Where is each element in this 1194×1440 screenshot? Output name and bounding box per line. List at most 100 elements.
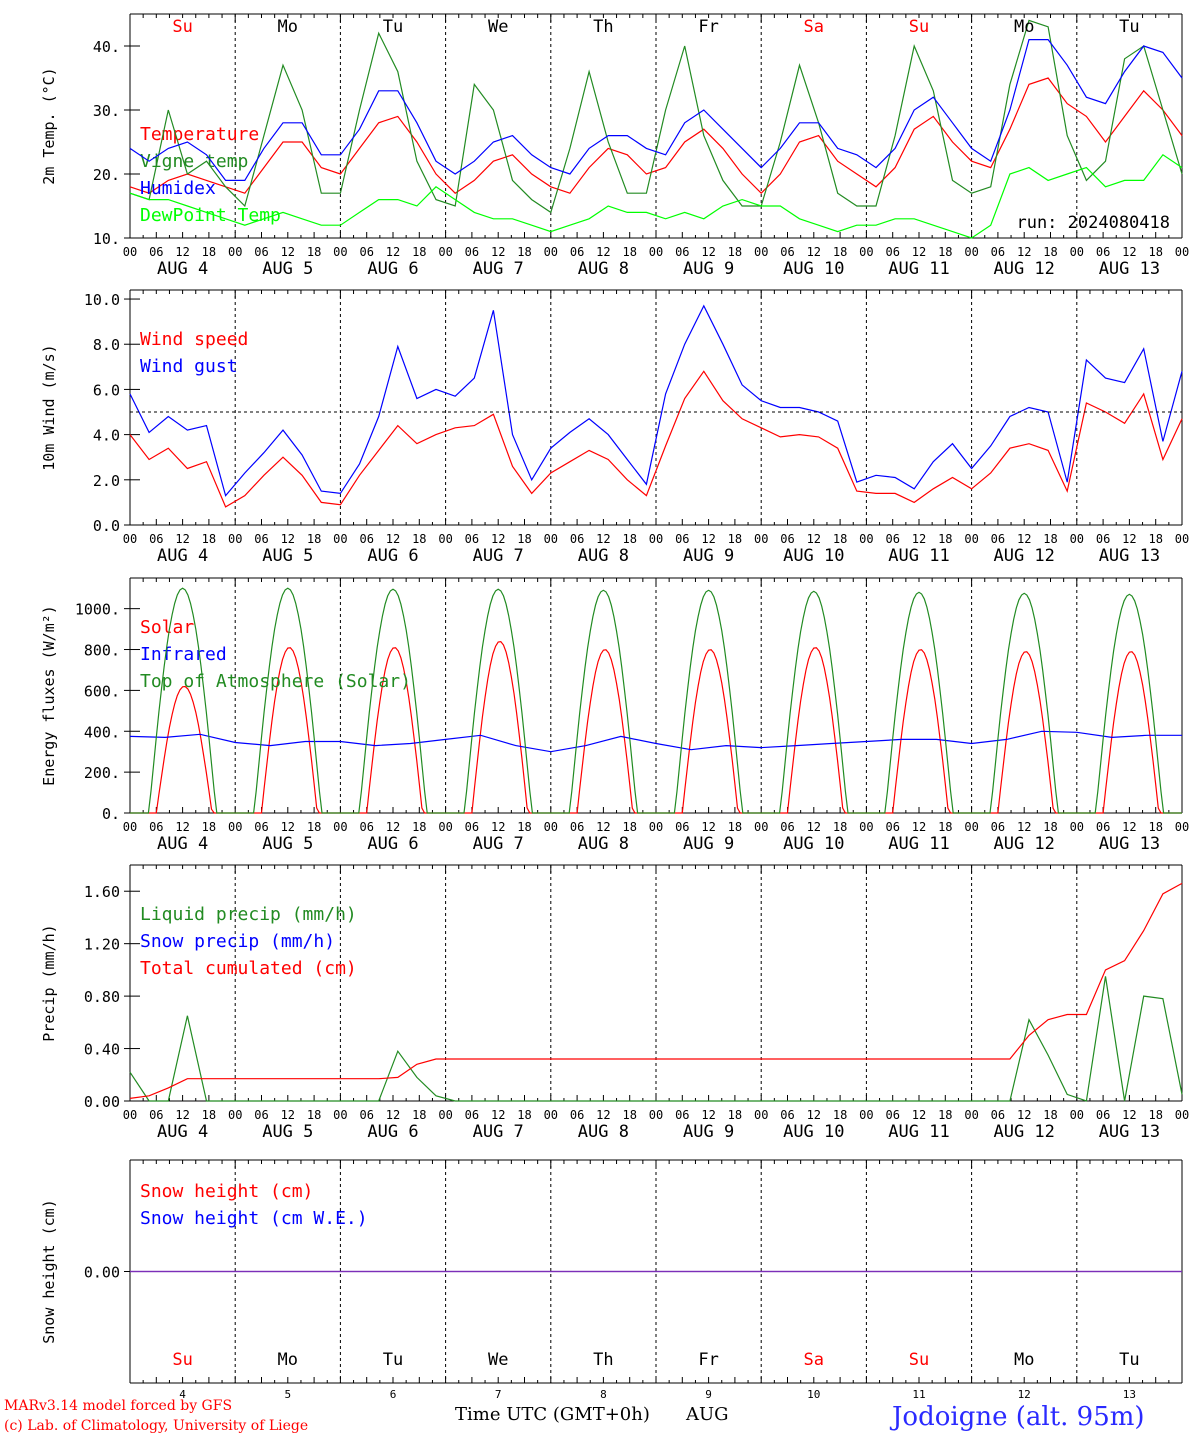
hour-tick-label: 12	[1017, 245, 1031, 259]
hour-tick-label: 18	[1148, 820, 1162, 834]
hour-tick-label: 18	[622, 532, 636, 546]
hour-tick-label: 06	[780, 1108, 794, 1122]
hour-tick-label: 12	[281, 245, 295, 259]
hour-tick-label: 18	[1043, 820, 1057, 834]
hour-tick-label: 06	[780, 532, 794, 546]
hour-tick-label: 06	[570, 1108, 584, 1122]
day-label: AUG 6	[367, 546, 418, 566]
weekday-label-top: Th	[593, 17, 613, 37]
hour-tick-label: 12	[175, 532, 189, 546]
hour-tick-label: 00	[1070, 1108, 1084, 1122]
hour-tick-label: 12	[596, 820, 610, 834]
legend-entry: Top of Atmosphere (Solar)	[140, 671, 411, 692]
hour-tick-label: 00	[754, 820, 768, 834]
hour-tick-label: 12	[386, 820, 400, 834]
hour-tick-label: 00	[544, 820, 558, 834]
hour-tick-label: 12	[175, 820, 189, 834]
legend-entry: Solar	[140, 617, 194, 638]
day-label: AUG 5	[262, 259, 313, 279]
hour-tick-label: 12	[491, 245, 505, 259]
hour-tick-label: 00	[649, 1108, 663, 1122]
hour-tick-label: 00	[123, 1108, 137, 1122]
hour-tick-label: 00	[333, 245, 347, 259]
hour-tick-label: 18	[517, 1108, 531, 1122]
weekday-label-top: Tu	[383, 17, 403, 37]
hour-tick-label: 06	[254, 820, 268, 834]
hour-tick-label: 18	[622, 820, 636, 834]
hour-tick-label: 06	[885, 532, 899, 546]
panel-2: 0.0 2.0 4.0 6.0 8.0 10.0 10m Wind (m/s) 00 06 12 1…	[40, 289, 1189, 566]
day-label: AUG 6	[367, 259, 418, 279]
weekday-label-bottom: Th	[593, 1350, 613, 1370]
hour-tick-label: 12	[701, 1108, 715, 1122]
time-axis-label: Time UTC (GMT+0h)	[455, 1404, 650, 1425]
hour-tick-label: 00	[123, 532, 137, 546]
y-tick-label: 600.	[84, 682, 120, 700]
hour-tick-label: 06	[675, 820, 689, 834]
hour-tick-label: 06	[570, 245, 584, 259]
hour-tick-label: 06	[991, 532, 1005, 546]
day-number-label: 4	[179, 1388, 186, 1401]
y-tick-label: 30.	[93, 102, 120, 120]
hour-tick-label: 06	[1096, 245, 1110, 259]
day-label: AUG 10	[783, 546, 844, 566]
hour-tick-label: 18	[1148, 1108, 1162, 1122]
hour-tick-label: 06	[675, 1108, 689, 1122]
hour-tick-label: 12	[807, 245, 821, 259]
day-label: AUG 11	[888, 1122, 949, 1142]
hour-tick-label: 06	[254, 532, 268, 546]
hour-tick-label: 06	[465, 245, 479, 259]
day-number-label: 9	[705, 1388, 712, 1401]
weekday-label-bottom: Mo	[1014, 1350, 1034, 1370]
hour-tick-label: 12	[807, 820, 821, 834]
hour-tick-label: 18	[307, 532, 321, 546]
hour-tick-label: 00	[544, 532, 558, 546]
hour-tick-label: 12	[596, 245, 610, 259]
hour-tick-label: 12	[912, 1108, 926, 1122]
hour-tick-label: 18	[728, 245, 742, 259]
hour-tick-label: 06	[149, 820, 163, 834]
weekday-label-top: Mo	[1014, 17, 1034, 37]
hour-tick-label: 12	[175, 1108, 189, 1122]
legend-entry: Snow height (cm)	[140, 1181, 313, 1202]
weekday-label-top: Fr	[698, 17, 718, 37]
weekday-label-bottom: Sa	[804, 1350, 824, 1370]
hour-tick-label: 00	[859, 1108, 873, 1122]
day-label: AUG 9	[683, 1122, 734, 1142]
day-label: AUG 13	[1099, 546, 1160, 566]
day-label: AUG 9	[683, 834, 734, 854]
legend-entry: Infrared	[140, 644, 227, 665]
hour-tick-label: 06	[675, 245, 689, 259]
hour-tick-label: 06	[149, 245, 163, 259]
weekday-label-bottom: Tu	[383, 1350, 403, 1370]
day-label: AUG 13	[1099, 834, 1160, 854]
hour-tick-label: 00	[649, 245, 663, 259]
day-label: AUG 12	[993, 1122, 1054, 1142]
y-tick-label: 0.00	[84, 1093, 120, 1111]
hour-tick-label: 06	[570, 532, 584, 546]
weekday-label-top: Su	[172, 17, 192, 37]
legend-entry: Total cumulated (cm)	[140, 958, 357, 979]
hour-tick-label: 00	[754, 245, 768, 259]
y-tick-label: 6.0	[93, 381, 120, 399]
panel-1: 10. 20. 30. 40. 2m Temp. (°C) 00 06 12 18 00 06 12 1…	[40, 13, 1189, 279]
hour-tick-label: 06	[149, 1108, 163, 1122]
hour-tick-label: 18	[1148, 532, 1162, 546]
day-label: AUG 12	[993, 834, 1054, 854]
hour-tick-label: 06	[885, 1108, 899, 1122]
hour-tick-label: 00	[1175, 820, 1189, 834]
hour-tick-label: 18	[202, 820, 216, 834]
hour-tick-label: 18	[728, 820, 742, 834]
weekday-label-top: Mo	[278, 17, 298, 37]
hour-tick-label: 18	[833, 1108, 847, 1122]
hour-tick-label: 18	[1043, 1108, 1057, 1122]
day-label: AUG 8	[578, 546, 629, 566]
hour-tick-label: 18	[412, 820, 426, 834]
y-axis-title: Snow height (cm)	[40, 1199, 58, 1344]
hour-tick-label: 06	[359, 1108, 373, 1122]
hour-tick-label: 18	[202, 245, 216, 259]
hour-tick-label: 18	[833, 820, 847, 834]
y-tick-label: 0.00	[84, 1264, 120, 1282]
day-label: AUG 5	[262, 1122, 313, 1142]
y-tick-label: 40.	[93, 38, 120, 56]
